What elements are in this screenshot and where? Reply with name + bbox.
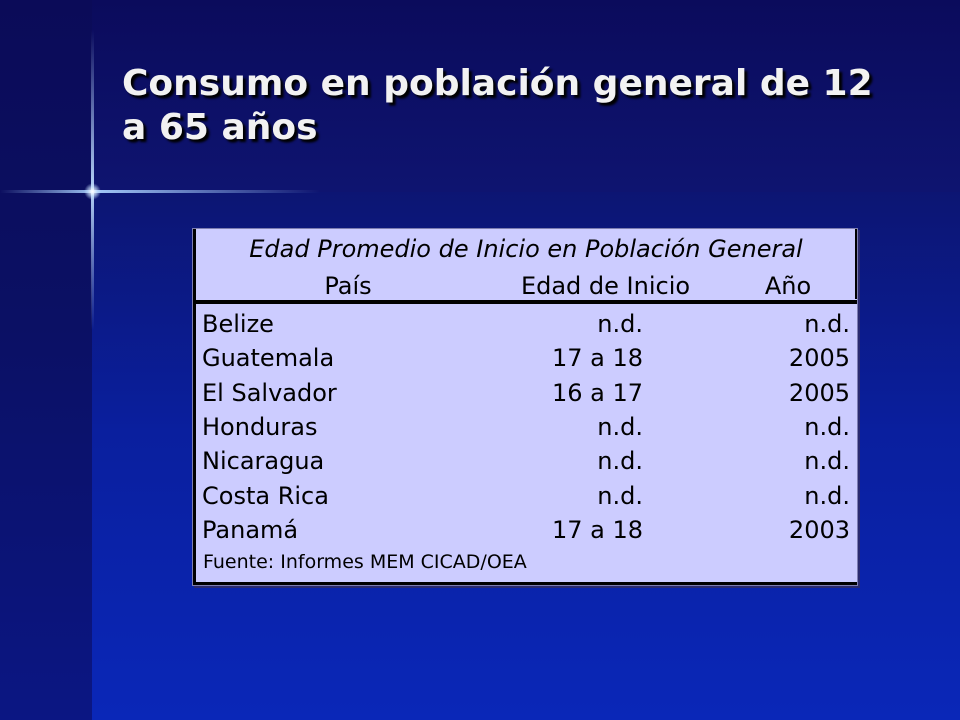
table-header-rule [193, 300, 857, 304]
table-row: El Salvador 16 a 17 2005 [193, 379, 859, 411]
column-header-ano: Año [764, 272, 812, 300]
table-row: Costa Rica n.d. n.d. [193, 482, 859, 514]
cell-year: n.d. [804, 447, 850, 475]
cell-country: El Salvador [202, 379, 337, 407]
cell-country: Nicaragua [202, 447, 325, 475]
sparkle-vertical-line [91, 30, 94, 330]
cell-year: n.d. [804, 482, 850, 510]
cell-country: Costa Rica [202, 482, 329, 510]
left-background-band [0, 0, 92, 720]
table-source-note: Fuente: Informes MEM CICAD/OEA [203, 551, 527, 573]
table-row: Nicaragua n.d. n.d. [193, 447, 859, 479]
cell-start-age: n.d. [597, 310, 643, 338]
data-table: Edad Promedio de Inicio en Población Gen… [192, 228, 858, 586]
table-row: Guatemala 17 a 18 2005 [193, 344, 859, 376]
cell-start-age: 16 a 17 [551, 379, 643, 407]
sparkle-horizontal-line [0, 190, 320, 193]
table-right-rule [855, 229, 857, 299]
cell-country: Honduras [202, 413, 318, 441]
cell-country: Belize [202, 310, 274, 338]
slide-title: Consumo en población general de 12 a 65 … [122, 63, 873, 148]
cell-start-age: 17 a 18 [551, 516, 643, 544]
table-caption: Edad Promedio de Inicio en Población Gen… [249, 235, 803, 263]
cell-year: 2005 [788, 344, 850, 372]
cell-start-age: n.d. [597, 482, 643, 510]
cell-start-age: n.d. [597, 413, 643, 441]
header-background [92, 0, 960, 192]
table-row: Belize n.d. n.d. [193, 310, 859, 342]
cell-year: 2005 [788, 379, 850, 407]
cell-year: 2003 [788, 516, 850, 544]
cell-country: Guatemala [202, 344, 335, 372]
table-row: Panamá 17 a 18 2003 [193, 516, 859, 548]
cell-start-age: 17 a 18 [551, 344, 643, 372]
sparkle-star-icon [84, 183, 101, 200]
table-left-rule [193, 229, 196, 585]
column-header-edad: Edad de Inicio [520, 272, 691, 300]
cell-year: n.d. [804, 413, 850, 441]
table-row: Honduras n.d. n.d. [193, 413, 859, 445]
cell-country: Panamá [202, 516, 299, 544]
table-bottom-rule [193, 582, 857, 585]
cell-start-age: n.d. [597, 447, 643, 475]
cell-year: n.d. [804, 310, 850, 338]
column-header-pais: País [324, 272, 372, 300]
